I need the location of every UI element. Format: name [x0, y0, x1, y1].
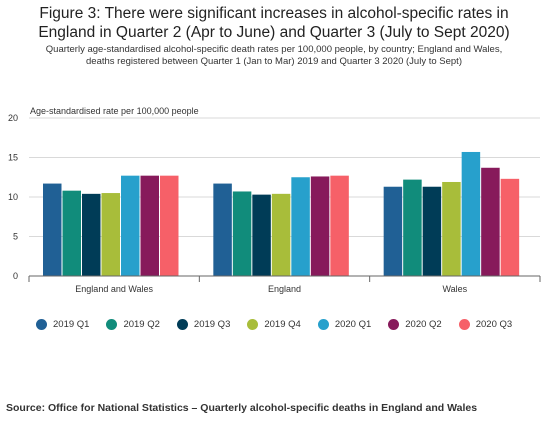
- bar: [461, 151, 481, 276]
- bar: [82, 193, 101, 276]
- bar: [213, 183, 232, 276]
- x-tick-label: England and Wales: [75, 284, 153, 294]
- legend-item[interactable]: 2020 Q2: [388, 319, 442, 330]
- legend-swatch-icon: [247, 319, 259, 330]
- bar: [121, 175, 140, 276]
- legend: 2019 Q1 2019 Q2 2019 Q3 2019 Q4 2020 Q1 2020 …: [36, 319, 526, 330]
- bar: [442, 181, 461, 276]
- y-tick-labels: 0 5 10 15 20: [8, 113, 18, 281]
- bar: [422, 186, 442, 276]
- bar: [252, 194, 271, 276]
- legend-item[interactable]: 2020 Q3: [458, 319, 513, 330]
- legend-label: 2020 Q1: [334, 319, 372, 330]
- x-tick-label: Wales: [442, 284, 467, 294]
- bar: [140, 175, 159, 276]
- bar: [62, 190, 81, 276]
- legend-swatch-icon: [388, 319, 400, 330]
- x-axis: [28, 275, 541, 282]
- bar-chart: 0 5 10 15 20 Age-standardised rate per 100,0…: [8, 106, 541, 294]
- source-note: Source: Office for National Statistics –…: [6, 402, 478, 414]
- legend-label: 2020 Q2: [405, 319, 442, 330]
- legend-item[interactable]: 2019 Q1: [36, 319, 89, 330]
- bar: [271, 193, 291, 276]
- legend-item[interactable]: 2020 Q1: [317, 319, 372, 330]
- legend-item[interactable]: 2019 Q4: [247, 319, 301, 330]
- bar: [101, 193, 120, 276]
- legend-swatch-icon: [458, 319, 470, 330]
- legend-label: 2019 Q2: [123, 319, 160, 330]
- bar: [403, 179, 422, 276]
- chart-title-line-1: Figure 3: There were significant increas…: [39, 5, 509, 22]
- chart-subtitle-line-2: deaths registered between Quarter 1 (Jan…: [86, 56, 462, 67]
- bar: [291, 177, 310, 276]
- legend-label: 2019 Q1: [53, 319, 90, 330]
- bar: [232, 191, 252, 276]
- bars: [43, 151, 520, 276]
- bar: [383, 186, 403, 276]
- y-tick-label: 10: [8, 192, 18, 202]
- chart-title: Figure 3: There were significant increas…: [14, 4, 534, 42]
- y-tick-label: 20: [8, 113, 18, 123]
- y-axis-label: Age-standardised rate per 100,000 people: [30, 106, 199, 116]
- legend-label: 2019 Q4: [264, 319, 301, 330]
- y-tick-label: 0: [13, 271, 18, 281]
- chart-subtitle: Quarterly age-standardised alcohol-speci…: [14, 44, 534, 68]
- bar: [43, 183, 62, 276]
- bar: [330, 175, 349, 276]
- bar: [160, 175, 179, 276]
- legend-label: 2020 Q3: [475, 319, 513, 330]
- bar: [310, 176, 330, 276]
- legend-item[interactable]: 2019 Q2: [106, 319, 160, 330]
- y-tick-label: 5: [13, 232, 18, 242]
- legend-item[interactable]: 2019 Q3: [176, 319, 231, 330]
- chart-subtitle-line-1: Quarterly age-standardised alcohol-speci…: [45, 44, 503, 55]
- x-tick-labels: England and Wales England Wales: [75, 284, 467, 294]
- bar: [481, 167, 500, 276]
- legend-swatch-icon: [36, 319, 47, 330]
- chart-title-line-2: England in Quarter 2 (Apr to June) and Q…: [38, 24, 510, 41]
- legend-label: 2019 Q3: [193, 319, 231, 330]
- legend-swatch-icon: [106, 319, 118, 330]
- y-tick-label: 15: [8, 153, 18, 163]
- bar: [500, 178, 520, 276]
- legend-swatch-icon: [317, 319, 329, 330]
- legend-swatch-icon: [176, 319, 188, 330]
- x-tick-label: England: [268, 284, 301, 294]
